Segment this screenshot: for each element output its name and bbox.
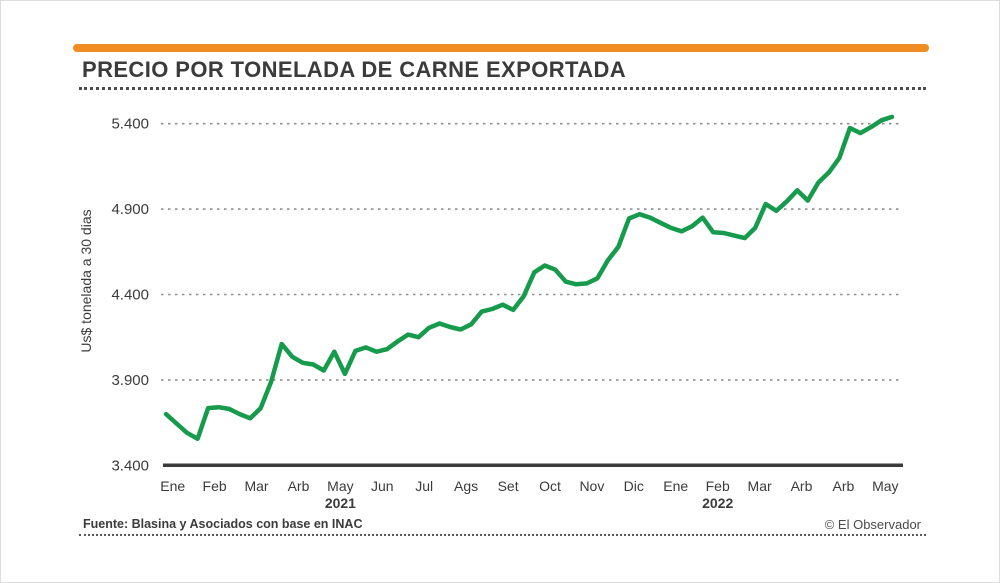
x-tick-label: Mar <box>244 478 268 494</box>
x-tick-label: Jul <box>415 478 433 494</box>
x-tick-label: Oct <box>539 478 561 494</box>
x-tick-label: May <box>327 478 353 494</box>
year-label: 2021 <box>325 495 356 511</box>
x-tick-label: Feb <box>203 478 227 494</box>
x-tick-label: Arb <box>791 478 813 494</box>
y-tick-label: 5.400 <box>111 116 149 133</box>
accent-bar <box>73 44 929 52</box>
credit-note: © El Observador <box>824 517 921 532</box>
chart-title: PRECIO POR TONELADA DE CARNE EXPORTADA <box>82 57 627 82</box>
year-label: 2022 <box>702 495 733 511</box>
x-tick-label: Arb <box>288 478 310 494</box>
x-tick-label: Feb <box>706 478 730 494</box>
price-line <box>163 114 895 442</box>
x-tick-label: Ags <box>454 478 478 494</box>
x-tick-label: Nov <box>579 478 604 494</box>
price-line-chart: 5.400 4.900 4.400 3.900 3.400 Us$ tonelada a … <box>78 114 903 511</box>
x-tick-label: Ene <box>663 478 688 494</box>
x-tick-label: May <box>872 478 898 494</box>
x-tick-label: Arb <box>833 478 855 494</box>
x-tick-label: Ene <box>160 478 185 494</box>
y-tick-label: 3.900 <box>111 372 149 389</box>
y-tick-label: 4.900 <box>111 201 149 218</box>
x-tick-label: Dic <box>624 478 644 494</box>
y-axis-title: Us$ tonelada a 30 dias <box>78 209 94 352</box>
x-tick-label: Jun <box>371 478 394 494</box>
x-tick-label: Set <box>498 478 519 494</box>
y-tick-label: 3.400 <box>111 457 149 474</box>
title-divider <box>79 87 926 90</box>
footer-divider <box>79 534 926 536</box>
y-tick-label: 4.400 <box>111 287 149 304</box>
x-tick-label: Mar <box>748 478 772 494</box>
source-note: Fuente: Blasina y Asociados con base en … <box>83 517 363 531</box>
